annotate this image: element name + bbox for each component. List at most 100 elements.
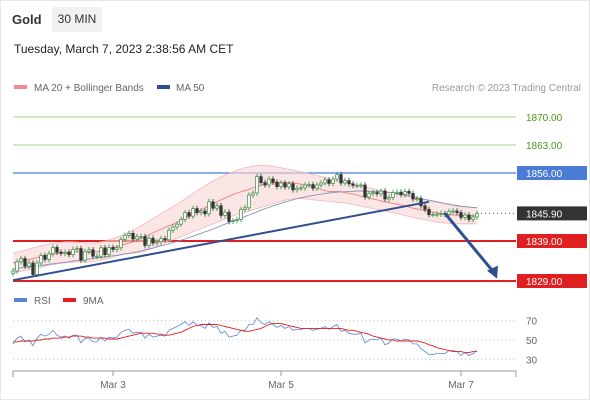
candle-body [431,214,435,216]
legend-label-9ma: 9MA [83,296,104,307]
candle-body [403,191,407,195]
candle [99,245,103,259]
candle-body [159,238,163,243]
legend-label-rsi: RSI [34,296,51,307]
candle-body [371,192,375,194]
candle [27,260,31,269]
candle-body [31,262,35,275]
candle-body [411,193,415,200]
candle [151,235,155,246]
candle [275,179,279,190]
level-label-box [517,110,587,124]
candle [135,233,139,242]
candle [359,182,363,189]
candle-body [243,207,247,210]
candle [139,233,143,240]
candle-body [19,258,23,263]
candle-body [27,262,31,267]
candle-body [423,205,427,210]
candle-body [115,247,119,250]
candle-body [375,192,379,195]
bollinger-band-area [13,165,477,273]
candle [459,209,463,221]
candle [55,244,59,255]
candle-body [79,248,83,261]
level-label-text: 1856.00 [526,169,563,180]
candle-body [339,174,343,184]
candle-body [467,214,471,220]
candle-body [43,255,47,260]
candle [363,182,367,200]
candle-body [131,233,135,240]
rsi-panel: 70 50 30 [12,317,538,366]
candle-body [171,226,175,231]
candle [355,182,359,189]
level-label-box [517,166,587,180]
candle [119,236,123,251]
candle [303,182,307,191]
candle [155,239,159,246]
candle-body [239,209,243,220]
candle-body [75,248,79,250]
candle-body [415,198,419,200]
watermark-text: Research © 2023 Trading Central [432,83,581,94]
time-tick-label: Mar 5 [268,380,294,391]
candle [23,255,27,269]
candle-body [175,223,179,228]
candle [311,181,315,191]
rsi-tick-label: 50 [526,336,538,347]
candle-body [407,191,411,194]
candle-body [95,255,99,258]
candle-body [59,251,63,254]
candle [387,194,391,202]
candle [351,181,355,189]
legend-swatch-rsi [14,298,27,302]
legend-label-ma50: MA 50 [176,83,205,94]
timeframe-button[interactable]: 30 MIN [52,7,102,32]
candle [243,205,247,213]
candle-body [391,192,395,198]
candle [283,180,287,190]
candle [79,245,83,263]
candle-body [335,174,339,180]
candle-body [119,239,123,249]
candle-body [215,205,219,209]
legend-swatch-ma20 [14,85,27,89]
candle [131,230,135,242]
level-label-box [517,206,587,221]
candle [203,208,207,217]
candle [423,203,427,213]
candle [95,253,99,259]
candle-body [459,212,463,218]
candle-body [291,183,295,191]
candle-body [183,212,187,220]
level-label-1856.00: 1856.00 [517,166,587,180]
candle [367,190,371,200]
candle-body [211,201,215,209]
candle [223,209,227,219]
candle-body [247,194,251,209]
candle-body [163,238,167,241]
candle [315,182,319,191]
candle-body [39,255,43,264]
candle [407,188,411,197]
candle-body [363,184,367,198]
candle [231,217,235,225]
candle-body [279,182,283,187]
candle-body [287,183,291,188]
candle [59,249,63,257]
candle-body [275,181,279,187]
candle-body [235,219,239,221]
candle [195,205,199,216]
candle [75,245,79,253]
candle [87,247,91,255]
candle-body [259,176,263,183]
candle-body [475,213,479,218]
candle [279,180,283,190]
candle [451,208,455,215]
candle-body [179,219,183,225]
candle [183,209,187,223]
candle-body [251,192,255,196]
